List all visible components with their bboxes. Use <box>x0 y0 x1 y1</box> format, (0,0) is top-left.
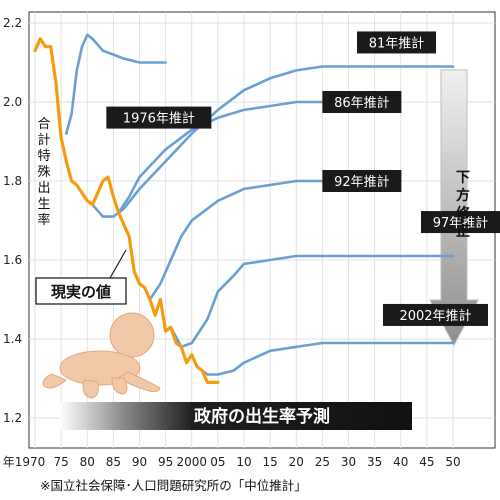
x-tick-label: 15 <box>262 455 277 469</box>
x-tick-label: 20 <box>289 455 304 469</box>
series-label-box <box>322 91 402 113</box>
y-tick-label: 1.4 <box>3 332 22 346</box>
x-tick-label: 85 <box>106 455 121 469</box>
y-tick-label: 1.2 <box>3 411 22 425</box>
series-lines <box>33 33 455 384</box>
x-tick-label: 90 <box>132 455 147 469</box>
series-label-box <box>421 211 500 234</box>
source-note: ※国立社会保障･人口問題研究所の「中位推計」 <box>40 478 307 493</box>
series-line-projection <box>148 179 324 301</box>
x-tick-label: 35 <box>367 455 382 469</box>
x-tick-label: 50 <box>445 455 460 469</box>
series-label: 81年推計 <box>369 35 425 51</box>
actual-value-label: 現実の値 <box>35 249 127 305</box>
x-tick-label: 25 <box>315 455 330 469</box>
y-axis-ticks: 2.2 2.0 1.8 1.6 1.4 1.2 <box>3 16 22 425</box>
series-label: 86年推計 <box>334 95 390 111</box>
x-tick-label: 05 <box>210 455 225 469</box>
series-label: 1976年推計 <box>123 111 195 127</box>
x-tick-label: 75 <box>53 455 68 469</box>
series-line-projection <box>65 33 167 135</box>
series-line-actual <box>33 37 220 384</box>
x-tick-label: 2000 <box>176 455 207 469</box>
grid <box>29 12 495 448</box>
revision-label: 下方修正 <box>455 170 471 240</box>
y-tick-label: 1.6 <box>3 253 22 267</box>
x-tick-label: 40 <box>393 455 408 469</box>
projection-banner-text: 政府の出生率予測 <box>194 406 330 427</box>
x-tick-label: 80 <box>80 455 95 469</box>
projection-banner <box>60 402 412 430</box>
y-axis-title: 合計特殊出生率 <box>37 117 50 228</box>
series-label: 92年推計 <box>334 174 390 190</box>
baby-illustration-icon <box>42 312 161 399</box>
series-label: 97年推計 <box>433 215 489 231</box>
y-tick-label: 2.2 <box>3 16 22 30</box>
series-label-box <box>322 170 402 192</box>
series-label: 2002年推計 <box>399 308 471 324</box>
series-label-box <box>357 31 436 54</box>
x-tick-label: 95 <box>158 455 173 469</box>
series-labels: 1976年推計 81年推計 86年推計 92年推計 97年推計 2002年推計 <box>106 31 500 326</box>
series-label-box <box>383 303 488 326</box>
y-tick-label: 1.8 <box>3 174 22 188</box>
x-tick-label: 10 <box>236 455 251 469</box>
x-axis-ticks: 年1970 75 80 85 90 95 2000 05 10 15 20 25 30 35 40 45 50 <box>3 455 461 469</box>
y-tick-label: 2.0 <box>3 95 22 109</box>
series-line-projection <box>169 254 455 349</box>
x-tick-label: 45 <box>419 455 434 469</box>
actual-value-label-text: 現実の値 <box>51 283 111 301</box>
x-tick-label: 年1970 <box>3 455 46 469</box>
series-line-projection <box>91 65 455 218</box>
series-label-box <box>106 106 212 129</box>
x-tick-label: 30 <box>341 455 356 469</box>
series-line-projection <box>195 341 455 376</box>
